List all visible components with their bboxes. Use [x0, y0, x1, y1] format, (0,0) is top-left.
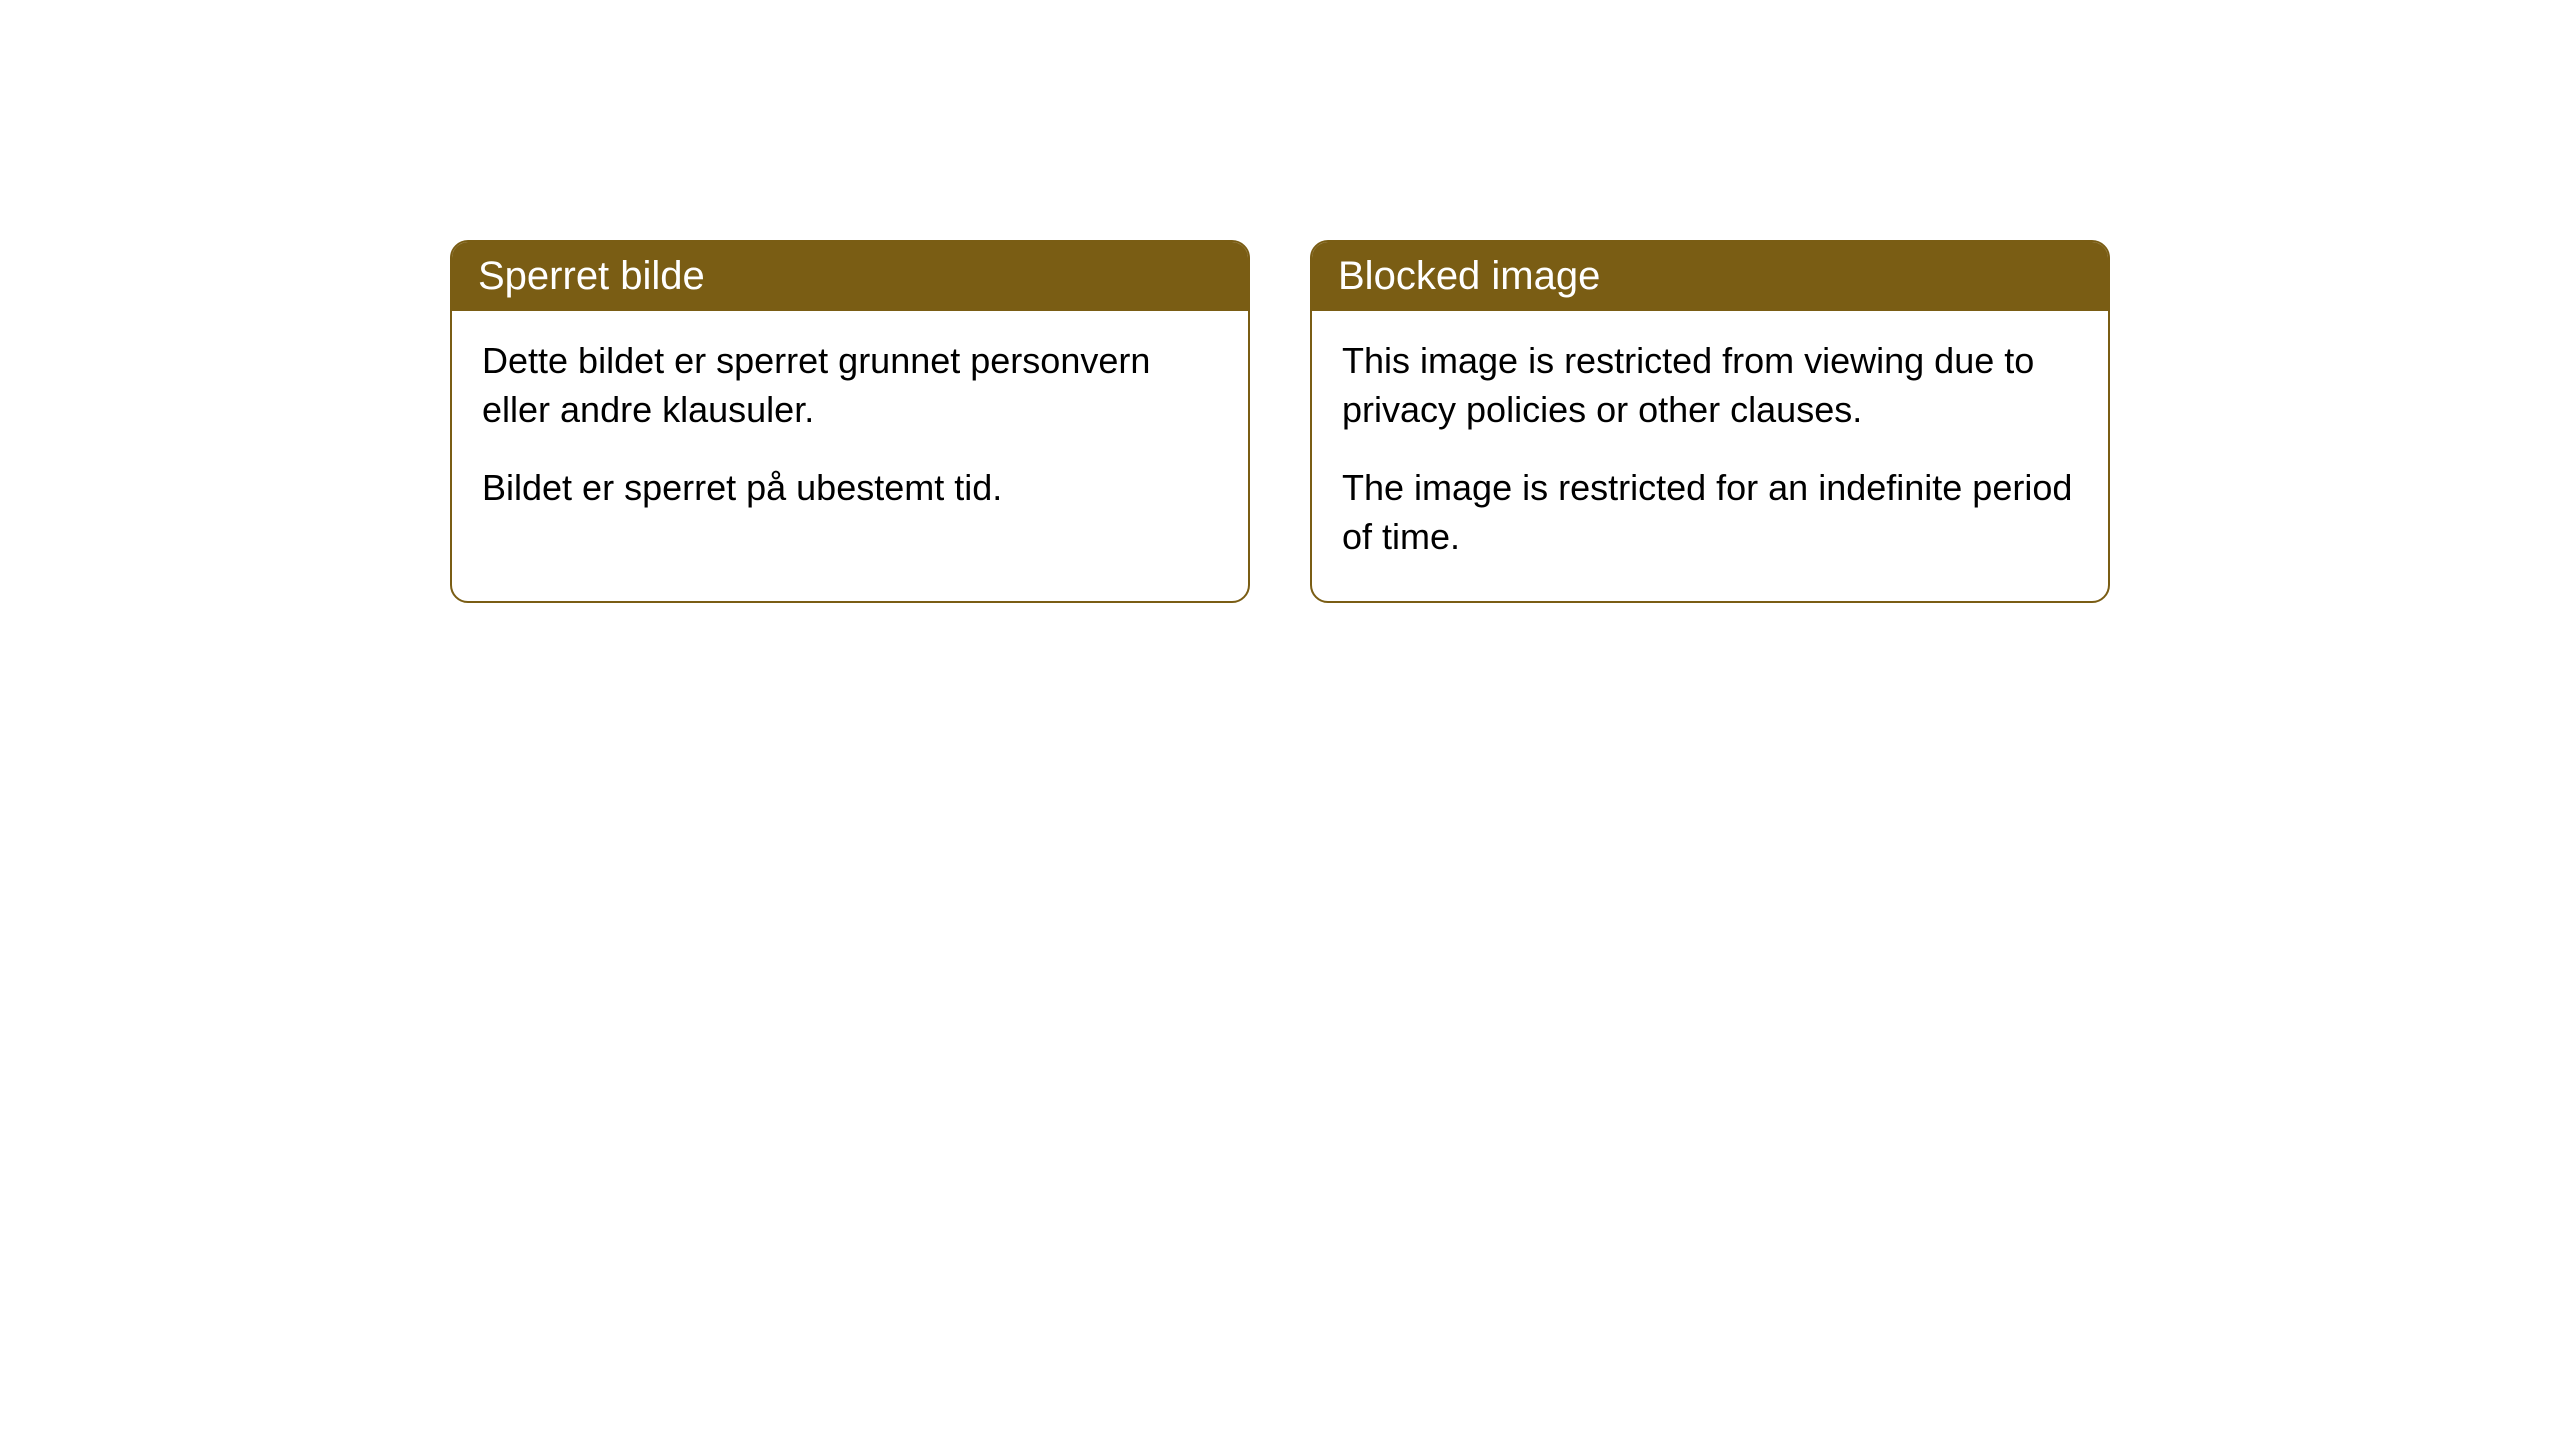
card-title: Blocked image	[1338, 254, 1600, 298]
card-title: Sperret bilde	[478, 254, 705, 298]
notice-cards-container: Sperret bilde Dette bildet er sperret gr…	[450, 240, 2110, 603]
card-paragraph: Bildet er sperret på ubestemt tid.	[482, 464, 1218, 513]
card-paragraph: Dette bildet er sperret grunnet personve…	[482, 337, 1218, 434]
card-body: Dette bildet er sperret grunnet personve…	[452, 311, 1248, 553]
card-paragraph: This image is restricted from viewing du…	[1342, 337, 2078, 434]
notice-card-norwegian: Sperret bilde Dette bildet er sperret gr…	[450, 240, 1250, 603]
card-header: Sperret bilde	[452, 242, 1248, 311]
card-paragraph: The image is restricted for an indefinit…	[1342, 464, 2078, 561]
card-body: This image is restricted from viewing du…	[1312, 311, 2108, 601]
notice-card-english: Blocked image This image is restricted f…	[1310, 240, 2110, 603]
card-header: Blocked image	[1312, 242, 2108, 311]
